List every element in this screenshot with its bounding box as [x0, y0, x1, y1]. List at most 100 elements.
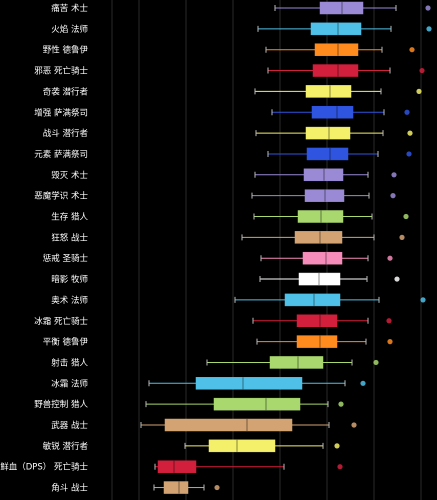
category-label-20: 武器 战士	[51, 420, 88, 431]
iqr-box	[302, 251, 343, 265]
box-row-10	[253, 210, 409, 223]
category-label-1: 火焰 法师	[51, 24, 88, 35]
outlier-point	[386, 318, 392, 324]
iqr-box	[298, 272, 341, 286]
category-label-10: 生存 猎人	[51, 212, 88, 223]
category-label-19: 野兽控制 猎人	[34, 399, 88, 410]
outlier-point	[334, 443, 340, 449]
iqr-box	[312, 64, 359, 77]
box-row-4	[254, 85, 422, 98]
outlier-point	[425, 5, 431, 11]
category-label-5: 增强 萨满祭司	[34, 107, 88, 118]
box-row-1	[257, 22, 432, 36]
iqr-box	[294, 231, 343, 244]
iqr-box	[208, 439, 276, 453]
box-row-5	[271, 106, 410, 119]
outlier-point	[387, 339, 393, 345]
box-row-15	[252, 314, 392, 327]
iqr-box	[319, 1, 364, 15]
category-label-9: 恶魔学识 术士	[34, 191, 88, 202]
box-row-3	[267, 64, 425, 77]
iqr-box	[311, 106, 354, 119]
box-row-23	[153, 481, 220, 494]
outlier-point	[407, 130, 413, 136]
iqr-box	[303, 168, 344, 182]
category-label-23: 角斗 战士	[51, 483, 88, 494]
outlier-point	[403, 213, 409, 220]
outlier-point	[387, 255, 393, 261]
outlier-point	[391, 172, 397, 178]
category-label-17: 射击 猎人	[51, 357, 88, 368]
outlier-point	[338, 401, 344, 407]
box-row-20	[140, 418, 357, 432]
box-row-2	[265, 43, 415, 56]
iqr-box	[314, 43, 359, 56]
outlier-point	[419, 67, 425, 74]
category-label-7: 元素 萨满祭司	[34, 149, 88, 160]
category-label-12: 惩戒 圣骑士	[43, 253, 89, 264]
box-row-6	[255, 126, 413, 140]
box-row-21	[184, 439, 340, 453]
iqr-box	[304, 189, 345, 202]
category-label-11: 狂怒 战士	[51, 232, 88, 243]
outlier-point	[373, 359, 379, 366]
category-label-8: 毁灭 术士	[51, 170, 88, 181]
category-label-2: 野性 德鲁伊	[43, 45, 89, 56]
category-label-13: 暗影 牧师	[51, 274, 88, 285]
outlier-point	[394, 276, 400, 282]
category-label-3: 邪恶 死亡骑士	[34, 66, 88, 77]
outlier-point	[360, 380, 366, 386]
box-series	[140, 1, 432, 494]
iqr-box	[306, 147, 349, 161]
iqr-box	[164, 418, 293, 432]
iqr-box	[305, 126, 351, 140]
box-row-0	[274, 1, 431, 15]
box-row-9	[251, 189, 396, 202]
outlier-point	[420, 297, 426, 303]
iqr-box	[305, 85, 352, 98]
iqr-box	[284, 293, 341, 307]
box-row-14	[234, 293, 426, 307]
outlier-point	[399, 234, 405, 240]
grid-lines	[111, 0, 422, 500]
outlier-point	[416, 88, 422, 94]
box-row-12	[260, 251, 393, 265]
category-label-0: 痛苦 术士	[51, 3, 88, 14]
iqr-box	[296, 314, 338, 327]
iqr-box	[296, 335, 338, 348]
outlier-point	[409, 47, 415, 53]
outlier-point	[406, 151, 412, 157]
box-row-11	[241, 231, 405, 244]
box-row-19	[145, 397, 344, 411]
iqr-box	[195, 377, 303, 390]
iqr-box	[269, 356, 324, 369]
outlier-point	[404, 109, 410, 115]
box-row-13	[259, 272, 400, 286]
category-label-16: 平衡 德鲁伊	[43, 337, 89, 348]
box-row-22	[154, 460, 343, 473]
iqr-box	[213, 397, 301, 411]
iqr-box	[297, 210, 344, 223]
outlier-point	[337, 464, 343, 470]
outlier-point	[426, 26, 432, 32]
box-row-18	[148, 377, 366, 390]
iqr-box	[163, 481, 189, 494]
outlier-point	[351, 422, 357, 428]
outlier-point	[214, 484, 220, 491]
box-row-16	[256, 335, 393, 348]
category-label-6: 战斗 潜行者	[43, 128, 89, 139]
outlier-point	[390, 193, 396, 199]
category-label-18: 冰霜 法师	[51, 378, 88, 389]
category-label-22: 鲜血（DPS） 死亡骑士	[0, 462, 88, 473]
category-label-15: 冰霜 死亡骑士	[34, 316, 88, 327]
box-row-8	[254, 168, 397, 182]
iqr-box	[310, 22, 362, 36]
category-label-14: 奥术 法师	[51, 295, 88, 306]
category-label-21: 敏锐 潜行者	[43, 441, 89, 452]
box-row-7	[267, 147, 412, 161]
iqr-box	[157, 460, 197, 473]
category-label-4: 奇袭 潜行者	[43, 86, 89, 97]
box-row-17	[206, 356, 379, 369]
